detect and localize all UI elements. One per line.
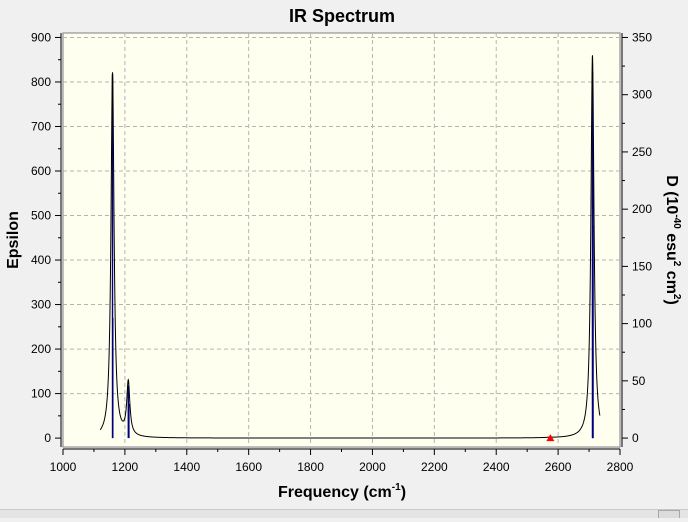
series-layer [99,55,601,442]
y-tick-label: 400 [31,253,51,267]
x-axis-label: Frequency (cm-1) [278,482,406,501]
x-tick-label: 2000 [359,460,386,474]
y-tick-label: 500 [31,209,51,223]
y-axis-left: 0 100 200 300 400 500 600 700 800 900 [31,30,62,447]
epsilon-curve [99,55,601,439]
y2-tick-label: 150 [632,259,652,273]
y-tick-label: 700 [31,119,51,133]
x-tick-label: 1600 [235,460,262,474]
y-tick-label: 800 [31,75,51,89]
grid-lines [63,33,620,447]
y-tick-label: 300 [31,298,51,312]
y2-tick-label: 50 [632,374,646,388]
y2-label-part2: esu [663,229,680,261]
x-axis-label-sup: -1 [392,482,401,493]
y2-axis-label: D (10-40 esu2 cm2) [663,175,682,305]
x-tick-label: 2200 [421,460,448,474]
chart-title: IR Spectrum [289,6,395,26]
x-tick-label: 2600 [545,460,572,474]
y-tick-label: 200 [31,342,51,356]
plot-area [62,32,621,448]
y-tick-label: 900 [31,30,51,44]
y-tick-label: 600 [31,164,51,178]
x-axis: 1000 1200 1400 1600 1800 2000 2200 2400 2600 2800 [50,448,634,474]
y2-label-end: ) [663,299,680,304]
x-axis-label-end: ) [401,484,406,501]
y2-tick-label: 350 [632,30,652,44]
y2-label-sup1: -40 [671,214,682,229]
y-tick-label: 0 [44,431,51,445]
selected-peak-marker [546,434,555,442]
y2-tick-label: 200 [632,202,652,216]
y-axis-label: Epsilon [5,211,22,269]
x-tick-label: 1200 [112,460,139,474]
corner-button[interactable] [658,510,680,518]
x-tick-label: 1000 [50,460,77,474]
y2-label-sup3: 2 [671,294,682,300]
x-tick-label: 1800 [297,460,324,474]
y2-tick-label: 300 [632,88,652,102]
x-axis-label-text: Frequency (cm [278,484,392,501]
x-tick-label: 2800 [607,460,634,474]
y2-tick-label: 250 [632,145,652,159]
y-axis-right: 0 50 100 150 200 250 300 350 [621,30,652,447]
y2-tick-label: 100 [632,317,652,331]
y-tick-label: 100 [31,387,51,401]
y2-label-part3: cm [663,266,680,294]
y2-label-sup2: 2 [671,261,682,267]
x-tick-label: 2400 [483,460,510,474]
y2-tick-label: 0 [632,431,639,445]
y2-label-part1: D (10 [663,175,680,214]
x-tick-label: 1400 [173,460,200,474]
window-bottom-strip [0,509,688,518]
